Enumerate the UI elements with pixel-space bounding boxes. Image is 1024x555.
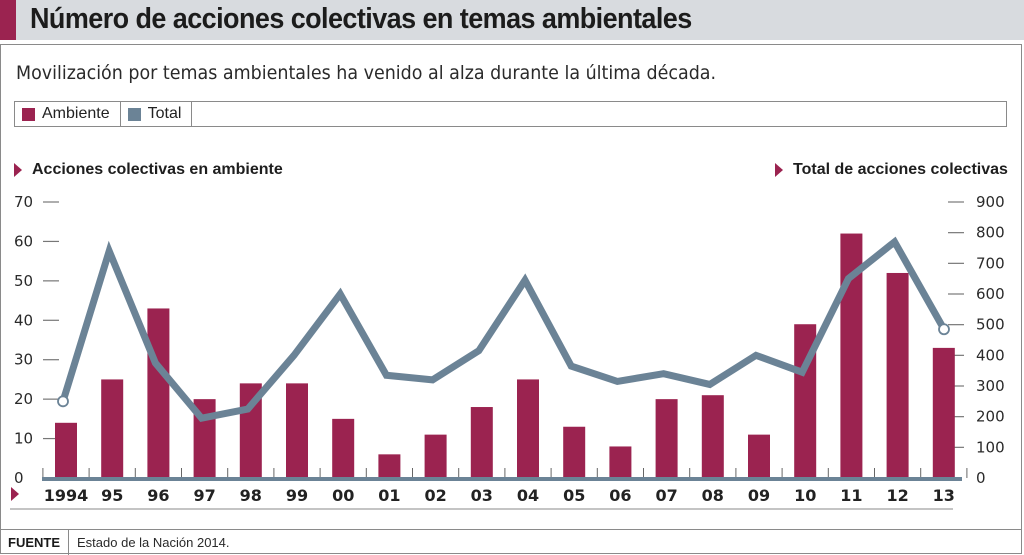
- x-tick-label: 05: [563, 486, 585, 505]
- left-tick-label: 70: [14, 193, 33, 211]
- left-tick-label: 40: [14, 311, 33, 329]
- bar-ambiente: [609, 446, 632, 478]
- x-tick-label: 12: [886, 486, 908, 505]
- x-tick-label: 04: [517, 486, 539, 505]
- bar-ambiente: [701, 395, 724, 478]
- left-axis-title-text: Acciones colectivas en ambiente: [32, 161, 283, 178]
- legend-swatch-total: [127, 107, 141, 121]
- legend: Ambiente Total: [14, 101, 1007, 127]
- source-row: FUENTE Estado de la Nación 2014.: [0, 529, 1022, 555]
- chart-frame: [0, 44, 1022, 554]
- bar-ambiente: [563, 426, 586, 478]
- line-series-total: [57, 236, 950, 423]
- bar-ambiente: [886, 272, 909, 478]
- right-tick-label: 400: [976, 346, 1005, 364]
- legend-label-ambiente: Ambiente: [42, 105, 110, 122]
- bar-ambiente: [470, 407, 493, 478]
- left-tick-label: 10: [14, 430, 33, 448]
- bar-ambiente: [424, 434, 447, 478]
- right-tick-label: 700: [976, 254, 1005, 272]
- triangle-marker-icon: [775, 163, 783, 177]
- right-tick-label: 100: [976, 438, 1005, 456]
- bar-ambiente: [517, 379, 539, 478]
- line-point-total: [57, 395, 69, 408]
- left-axis: 0 10 20 30 40 50 60 70: [14, 193, 59, 487]
- bar-ambiente: [101, 379, 124, 478]
- bar-ambiente: [840, 233, 863, 478]
- right-axis-title-text: Total de acciones colectivas: [793, 161, 1008, 178]
- x-tick-label: 11: [840, 486, 862, 505]
- bar-ambiente: [147, 308, 170, 478]
- x-tick-label: 97: [193, 486, 215, 505]
- bar-ambiente: [332, 418, 355, 478]
- x-tick-label: 09: [748, 486, 770, 505]
- x-tick-label: 06: [609, 486, 631, 505]
- bar-ambiente: [286, 383, 308, 478]
- bar-ambiente: [378, 454, 401, 478]
- left-tick-label: 50: [14, 272, 33, 290]
- x-axis-triangle-icon: [11, 487, 19, 501]
- right-tick-label: 900: [976, 193, 1005, 211]
- line-point-total: [938, 323, 950, 336]
- x-tick-label: 07: [655, 486, 677, 505]
- right-tick-label: 500: [976, 316, 1005, 334]
- x-axis: 1994 95 96 97 98 99 00 01 02 03 04 05 06 07 08 09 10 11 12…: [44, 486, 955, 505]
- right-tick-label: 300: [976, 377, 1005, 395]
- right-axis: 0 100 200 300 400 500 600 700 800 900: [948, 193, 1005, 487]
- right-tick-label: 200: [976, 408, 1005, 426]
- x-tick-label: 13: [933, 486, 955, 505]
- right-tick-label: 0: [976, 469, 986, 487]
- bar-ambiente: [655, 399, 678, 478]
- right-tick-label: 600: [976, 285, 1005, 303]
- legend-label-total: Total: [147, 105, 182, 122]
- title-accent-block: [0, 0, 16, 40]
- x-axis-ticks: [42, 468, 968, 478]
- x-tick-label: 00: [332, 486, 354, 505]
- x-tick-label: 02: [424, 486, 446, 505]
- x-tick-label: 95: [101, 486, 123, 505]
- triangle-marker-icon: [14, 163, 22, 177]
- right-tick-label: 800: [976, 224, 1005, 242]
- legend-swatch-ambiente: [22, 107, 35, 121]
- x-tick-label: 03: [471, 486, 493, 505]
- left-axis-title: Acciones colectivas en ambiente: [14, 161, 283, 179]
- legend-item-total: Total: [121, 102, 193, 126]
- title-bar: Número de acciones colectivas en temas a…: [0, 0, 1024, 40]
- x-tick-label: 01: [378, 486, 400, 505]
- source-label: FUENTE: [0, 530, 69, 555]
- chart-title: Número de acciones colectivas en temas a…: [30, 3, 692, 35]
- line-total: [59, 236, 948, 423]
- right-axis-title: Total de acciones colectivas: [775, 161, 1008, 179]
- bar-ambiente: [932, 347, 955, 478]
- legend-item-ambiente: Ambiente: [15, 102, 121, 126]
- x-tick-label: 98: [240, 486, 262, 505]
- bar-series-ambiente: [55, 233, 955, 478]
- left-tick-label: 60: [14, 232, 33, 250]
- x-tick-label: 1994: [44, 486, 89, 505]
- left-tick-label: 20: [14, 390, 33, 408]
- bar-ambiente: [55, 422, 77, 478]
- chart-subtitle: Movilización por temas ambientales ha ve…: [16, 62, 717, 84]
- x-tick-label: 99: [286, 486, 308, 505]
- x-tick-label: 08: [702, 486, 724, 505]
- left-tick-label: 0: [14, 469, 24, 487]
- left-tick-label: 30: [14, 351, 33, 369]
- source-text: Estado de la Nación 2014.: [77, 535, 230, 550]
- x-tick-label: 96: [147, 486, 169, 505]
- x-tick-label: 10: [794, 486, 816, 505]
- bar-ambiente: [748, 434, 770, 478]
